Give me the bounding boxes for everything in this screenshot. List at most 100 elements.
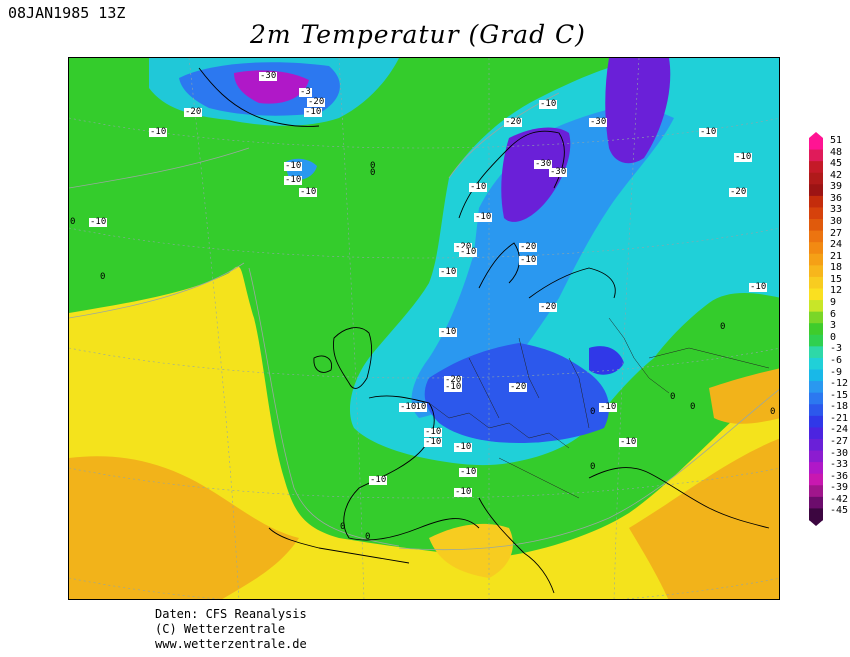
contour-label: -10 [284,161,303,171]
colorbar: 51 48 45 42 39 36 33 30 27 24 21 18 15 12 9 6 3 0 -3 -6 -9 -1… [808,132,848,526]
contour-label: -10 [454,442,473,452]
colorbar-swatch [809,438,823,452]
contour-label: -20 [454,242,473,252]
colorbar-swatch [809,427,823,440]
contour-label: -10 [369,475,388,485]
colorbar-bottom-arrow [809,520,823,526]
colorbar-tick-label: -15 [830,389,849,401]
colorbar-tick-label: 0 [830,331,837,343]
contour-label: -30 [534,159,553,169]
colorbar-swatch [809,230,823,243]
colorbar-tick-label: 15 [830,273,843,285]
colorbar-tick-label: -3 [830,343,843,355]
contour-label: 0 [100,272,106,282]
contour-label: -10 [599,402,618,412]
credits: Daten: CFS Reanalysis (C) Wetterzentrale… [155,607,307,652]
colorbar-tick-label: -33 [830,459,849,471]
colorbar-swatch [809,149,823,162]
colorbar-top-arrow [809,132,823,138]
contour-label: 0 [590,462,596,472]
contour-label: -30 [259,71,278,81]
colorbar-swatch [809,276,823,289]
contour-label: -10 [734,152,753,162]
warm-zone-orange-southwest [69,456,299,599]
contour-label: -30 [549,167,568,177]
colorbar-tick-label: -18 [830,401,849,413]
contour-label: 0 [340,522,346,532]
contour-label: 0 [365,532,371,542]
contour-label: -10 [399,402,418,412]
central-europe-blue [424,343,609,443]
contour-label: -10 [409,402,428,412]
credits-url: www.wetterzentrale.de [155,637,307,651]
colorbar-tick-label: -21 [830,412,849,424]
contour-label: 0 [370,168,376,178]
colorbar-tick-label: 12 [830,285,843,297]
colorbar-swatch [809,288,823,301]
colorbar-swatch [809,404,823,417]
colorbar-tick-label: 36 [830,192,843,204]
colorbar-swatch [809,381,823,394]
map-title: 2m Temperatur (Grad C) [250,20,586,49]
colorbar-tick-label: 30 [830,216,843,228]
colorbar-tick-label: -12 [830,378,849,390]
colorbar-tick-label: -42 [830,493,849,505]
contour-label: -10 [439,267,458,277]
colorbar-tick-label: -36 [830,470,849,482]
colorbar-swatch [809,508,823,521]
colorbar-swatch [809,311,823,324]
map-canvas [69,58,779,599]
contour-label: -10 [304,107,323,117]
contour-label: 0 [70,217,76,227]
colorbar-swatch [809,219,823,232]
contour-label: -30 [589,117,608,127]
contour-label: -3 [299,87,312,97]
colorbar-ramp [809,132,823,526]
colorbar-swatch [809,253,823,266]
lapland-purple [501,127,571,222]
russia-north-purple [605,58,671,164]
greenland-cold-magenta [234,70,309,104]
contour-label: -20 [184,107,203,117]
contour-label: -20 [729,187,748,197]
warm-zone-italy [429,523,513,578]
colorbar-swatch [809,392,823,405]
colorbar-tick-label: -6 [830,354,843,366]
timestamp: 08JAN1985 13Z [8,4,126,22]
borders [428,317,770,499]
contour-label: -20 [519,242,538,252]
contour-label: -20 [504,117,523,127]
contour-label: 0 [370,161,376,171]
colorbar-tick-label: 24 [830,239,843,251]
colorbar-tick-label: 3 [830,320,837,332]
coastlines [198,67,770,594]
warm-zone-orange-southeast [629,438,779,599]
contour-label: 0 [720,322,726,332]
colorbar-swatch [809,450,823,463]
contour-label: 0 [690,402,696,412]
colorbar-tick-label: -27 [830,435,849,447]
colorbar-swatch [809,323,823,336]
colorbar-swatch [809,265,823,278]
contour-lines [69,92,779,551]
warm-zone-black-sea-east [709,368,779,424]
contour-label: -10 [424,437,443,447]
colorbar-swatch [809,300,823,313]
colorbar-tick-label: 21 [830,250,843,262]
contour-label: -10 [89,217,108,227]
colorbar-swatch [809,473,823,486]
colorbar-swatch [809,207,823,220]
poland-cold-core [589,346,624,375]
colorbar-swatch [809,172,823,185]
colorbar-tick-label: 27 [830,227,843,239]
colorbar-tick-label: 33 [830,204,843,216]
colorbar-tick-label: -9 [830,366,843,378]
colorbar-tick-label: 42 [830,169,843,181]
colorbar-swatch [809,242,823,255]
contour-label: -10 [749,282,768,292]
contour-label: -10 [699,127,718,137]
colorbar-swatch [809,346,823,359]
continental-cold-lightblue [411,103,674,418]
colorbar-swatch [809,184,823,197]
contour-label: -10 [459,467,478,477]
